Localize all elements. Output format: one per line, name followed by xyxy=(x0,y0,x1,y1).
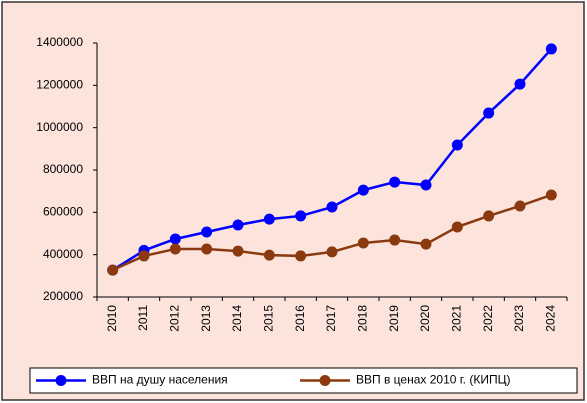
y-tick-label: 200000 xyxy=(43,289,83,303)
x-tick-label: 2022 xyxy=(481,305,495,332)
series-marker xyxy=(138,250,150,262)
x-tick-label: 2017 xyxy=(324,305,338,332)
series-marker xyxy=(451,221,463,233)
x-tick-label: 2012 xyxy=(168,305,182,332)
series-marker xyxy=(232,219,244,231)
series-marker xyxy=(232,245,244,257)
y-tick-label: 600000 xyxy=(43,205,83,219)
y-tick-label: 800000 xyxy=(43,162,83,176)
y-tick-label: 1200000 xyxy=(36,78,83,92)
y-tick-label: 1400000 xyxy=(36,35,83,49)
y-tick-label: 400000 xyxy=(43,247,83,261)
x-tick-label: 2021 xyxy=(450,305,464,332)
x-tick-label: 2015 xyxy=(262,305,276,332)
series-marker xyxy=(295,210,307,222)
series-marker xyxy=(263,213,275,225)
series-marker xyxy=(326,201,338,213)
series-marker xyxy=(514,200,526,212)
series-marker xyxy=(483,107,495,119)
x-tick-label: 2024 xyxy=(544,305,558,332)
series-marker xyxy=(263,249,275,261)
legend-marker xyxy=(55,375,67,386)
series-marker xyxy=(169,243,181,255)
series-marker xyxy=(357,184,369,196)
x-tick-label: 2023 xyxy=(512,305,526,332)
series-marker xyxy=(295,250,307,262)
series-marker xyxy=(451,139,463,151)
series-marker xyxy=(389,234,401,246)
x-tick-label: 2020 xyxy=(418,305,432,332)
x-tick-label: 2016 xyxy=(293,305,307,332)
series-marker xyxy=(420,179,432,191)
x-tick-label: 2014 xyxy=(230,305,244,332)
series-marker xyxy=(107,264,119,276)
x-tick-label: 2018 xyxy=(356,305,370,332)
legend-label: ВВП в ценах 2010 г. (КИПЦ) xyxy=(356,373,510,387)
legend-marker xyxy=(319,375,331,386)
series-marker xyxy=(514,78,526,90)
y-tick-label: 1000000 xyxy=(36,120,83,134)
series-marker xyxy=(545,189,557,201)
x-tick-label: 2013 xyxy=(199,305,213,332)
x-tick-label: 2010 xyxy=(105,305,119,332)
legend-label: ВВП на душу населения xyxy=(92,373,228,387)
series-marker xyxy=(545,43,557,55)
series-marker xyxy=(169,233,181,245)
series-marker xyxy=(420,238,432,250)
series-marker xyxy=(357,237,369,249)
series-marker xyxy=(201,243,213,255)
series-marker xyxy=(389,176,401,188)
series-marker xyxy=(483,210,495,222)
series-marker xyxy=(201,226,213,238)
x-tick-label: 2019 xyxy=(387,305,401,332)
x-tick-label: 2011 xyxy=(136,305,150,331)
series-marker xyxy=(326,246,338,258)
